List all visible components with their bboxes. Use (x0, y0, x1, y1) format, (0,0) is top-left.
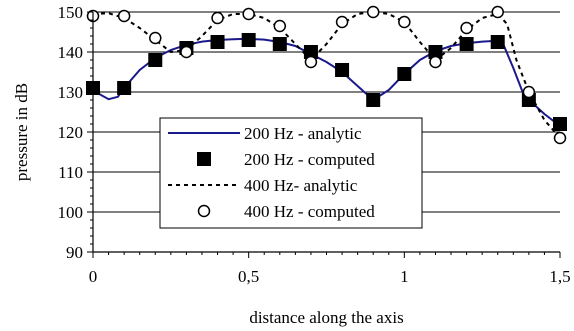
point-400hz-computed (553, 131, 567, 145)
x-axis-title: distance along the axis (249, 308, 403, 327)
point-400hz-computed (149, 31, 162, 45)
legend: 200 Hz - analytic 200 Hz - computed 400 Hz… (159, 117, 423, 229)
point-400hz-computed (335, 15, 349, 29)
y-axis-title: pressure in dB (12, 83, 31, 181)
point-400hz-computed (522, 85, 536, 99)
point-400hz-computed (366, 5, 380, 19)
point-400hz-computed (429, 55, 442, 69)
point-200hz-computed (459, 37, 474, 51)
point-200hz-computed (303, 45, 318, 59)
legend-swatch-200hz-computed (197, 152, 211, 166)
y-tick-label: 130 (58, 83, 84, 102)
y-tick-label: 120 (58, 123, 84, 142)
point-200hz-computed (148, 53, 163, 67)
point-200hz-computed (241, 33, 256, 47)
x-tick-label: 1,5 (549, 267, 570, 286)
y-tick-label: 150 (58, 3, 84, 22)
point-200hz-computed (117, 81, 132, 95)
point-400hz-computed (304, 55, 318, 69)
y-tick-label: 90 (66, 243, 83, 262)
point-400hz-computed (491, 5, 504, 19)
point-200hz-computed (335, 63, 350, 77)
legend-label: 200 Hz - analytic (244, 124, 362, 143)
point-400hz-computed (180, 45, 193, 59)
point-400hz-computed (273, 19, 287, 33)
point-200hz-computed (366, 93, 381, 107)
point-200hz-computed (210, 35, 225, 49)
y-tick-label: 140 (58, 43, 84, 62)
legend-label: 400 Hz - computed (244, 202, 375, 221)
x-tick-label: 0 (89, 267, 98, 286)
legend-swatch-400hz-computed (197, 204, 211, 218)
x-tick-label: 1 (400, 267, 409, 286)
point-200hz-computed (490, 35, 505, 49)
point-400hz-computed (398, 15, 411, 29)
series-layer (86, 5, 567, 145)
x-tick-label: 0,5 (238, 267, 259, 286)
y-tick-label: 100 (58, 203, 84, 222)
point-200hz-computed (553, 117, 567, 131)
tick-labels: 90 100 110 120 130 140 150 0 0,5 1 1,5 (58, 3, 571, 286)
point-400hz-computed (460, 21, 473, 35)
point-400hz-computed (242, 7, 255, 21)
y-tick-label: 110 (58, 163, 83, 182)
point-200hz-computed (272, 37, 287, 51)
point-400hz-computed (117, 9, 131, 23)
axes (87, 11, 561, 258)
point-400hz-computed (211, 11, 224, 25)
legend-label: 200 Hz - computed (244, 150, 375, 169)
legend-label: 400 Hz- analytic (244, 176, 358, 195)
point-200hz-computed (428, 45, 443, 59)
point-200hz-computed (397, 67, 412, 81)
